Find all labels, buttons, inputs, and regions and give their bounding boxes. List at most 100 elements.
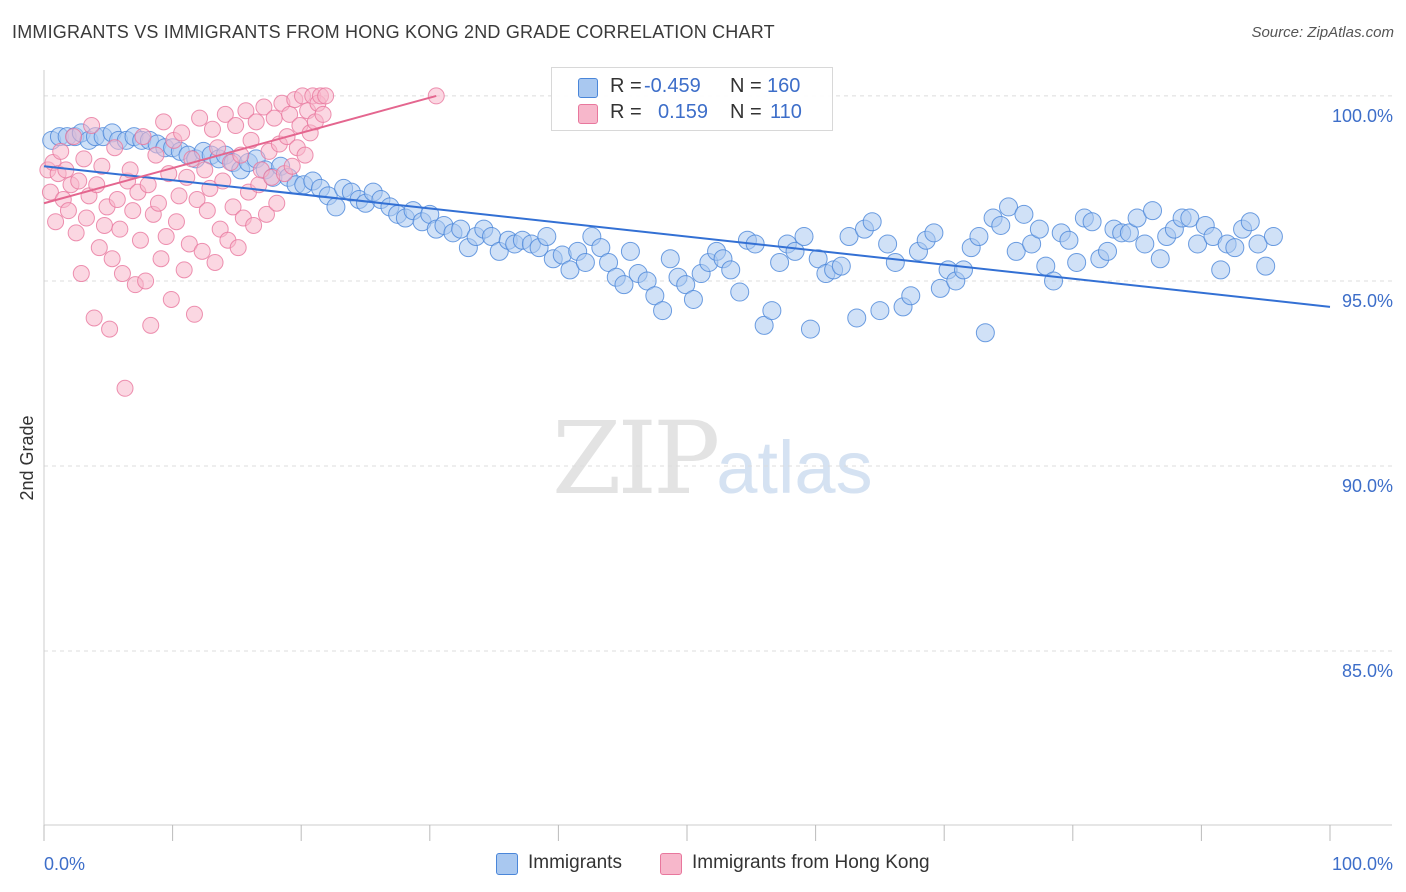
- trendline-immigrants: [43, 165, 1331, 308]
- point-immigrants: [969, 227, 989, 247]
- point-hong-kong: [237, 102, 255, 120]
- point-hong-kong: [183, 150, 201, 168]
- point-immigrants: [1067, 252, 1087, 272]
- point-hong-kong: [173, 124, 191, 142]
- stats-row-immigrants: R = -0.459 N = 160: [552, 75, 832, 101]
- point-immigrants: [800, 319, 820, 339]
- point-immigrants: [953, 260, 973, 280]
- point-hong-kong: [196, 161, 214, 179]
- point-immigrants: [1225, 238, 1245, 258]
- legend-label-immigrants: Immigrants: [528, 852, 622, 873]
- point-immigrants: [575, 252, 595, 272]
- point-immigrants: [901, 286, 921, 306]
- point-immigrants: [794, 227, 814, 247]
- stats-box: R = -0.459 N = 160 R = 0.159 N = 110: [551, 67, 833, 131]
- legend-swatch-immigrants: [496, 853, 518, 875]
- stats-r-value: 0.159: [658, 101, 709, 123]
- y-tick-label: 85.0%: [1342, 661, 1393, 681]
- point-immigrants: [831, 256, 851, 276]
- point-immigrants: [326, 197, 346, 217]
- point-hong-kong: [47, 213, 65, 231]
- point-hong-kong: [216, 105, 234, 123]
- point-hong-kong: [85, 309, 103, 327]
- legend-item-immigrants[interactable]: Immigrants: [496, 851, 656, 877]
- point-immigrants: [637, 271, 657, 291]
- point-immigrants: [878, 234, 898, 254]
- point-hong-kong: [72, 265, 90, 283]
- stats-n-value: 110: [770, 101, 802, 123]
- point-hong-kong: [206, 253, 224, 271]
- point-immigrants: [1119, 223, 1139, 243]
- point-hong-kong: [108, 191, 126, 209]
- watermark-atlas: atlas: [716, 426, 873, 509]
- point-hong-kong: [296, 146, 314, 164]
- point-hong-kong: [242, 131, 260, 149]
- point-hong-kong: [101, 320, 119, 338]
- point-hong-kong: [90, 239, 108, 257]
- point-immigrants: [785, 241, 805, 261]
- point-immigrants: [537, 227, 557, 247]
- stats-r-label: R =: [610, 75, 642, 97]
- point-hong-kong: [147, 146, 165, 164]
- point-hong-kong: [224, 198, 242, 216]
- point-immigrants: [599, 252, 619, 272]
- point-hong-kong: [59, 202, 77, 220]
- point-immigrants: [999, 197, 1018, 217]
- point-immigrants: [1059, 230, 1079, 250]
- point-hong-kong: [191, 109, 209, 127]
- point-immigrants: [614, 275, 634, 295]
- point-hong-kong: [281, 105, 299, 123]
- point-immigrants: [870, 301, 890, 321]
- point-immigrants: [762, 301, 782, 321]
- point-immigrants: [1188, 234, 1208, 254]
- watermark: ZIPatlas: [552, 400, 873, 517]
- point-hong-kong: [314, 105, 332, 123]
- trendline-hong-kong: [43, 94, 437, 205]
- point-immigrants: [1180, 208, 1200, 228]
- stats-n-label: N =: [730, 75, 762, 97]
- watermark-zip: ZIP: [552, 400, 720, 517]
- point-hong-kong: [152, 250, 170, 268]
- point-immigrants: [1240, 212, 1260, 232]
- point-immigrants: [975, 323, 995, 343]
- point-hong-kong: [134, 128, 152, 146]
- point-immigrants: [1135, 234, 1155, 254]
- point-hong-kong: [75, 150, 93, 168]
- point-hong-kong: [180, 235, 198, 253]
- point-hong-kong: [124, 202, 142, 220]
- point-hong-kong: [67, 224, 85, 242]
- point-hong-kong: [142, 316, 160, 334]
- point-hong-kong: [317, 87, 335, 105]
- point-hong-kong: [83, 117, 101, 135]
- point-immigrants: [1006, 241, 1026, 261]
- legend-item-hong-kong[interactable]: Immigrants from Hong Kong: [660, 851, 960, 877]
- point-immigrants: [1098, 241, 1118, 261]
- point-immigrants: [1082, 212, 1102, 232]
- chart-title: IMMIGRANTS VS IMMIGRANTS FROM HONG KONG …: [12, 22, 775, 42]
- point-hong-kong: [188, 191, 206, 209]
- stats-n-label: N =: [730, 101, 762, 123]
- point-hong-kong: [137, 272, 155, 290]
- point-hong-kong: [95, 216, 113, 234]
- point-immigrants: [1150, 249, 1170, 269]
- point-hong-kong: [255, 98, 273, 116]
- point-hong-kong: [93, 157, 111, 175]
- point-hong-kong: [268, 194, 286, 212]
- point-hong-kong: [65, 128, 83, 146]
- point-hong-kong: [157, 228, 175, 246]
- point-immigrants: [930, 278, 950, 298]
- source-credit: Source: ZipAtlas.com: [1251, 24, 1394, 41]
- point-hong-kong: [106, 139, 124, 157]
- point-immigrants: [683, 289, 703, 309]
- point-hong-kong: [121, 161, 139, 179]
- y-tick-label: 90.0%: [1342, 476, 1393, 496]
- stats-swatch-hong-kong: [578, 104, 598, 124]
- point-hong-kong: [265, 109, 283, 127]
- point-hong-kong: [162, 290, 180, 308]
- point-immigrants: [1127, 208, 1147, 228]
- point-immigrants: [676, 275, 696, 295]
- point-hong-kong: [283, 157, 301, 175]
- point-hong-kong: [227, 117, 245, 135]
- x-tick-label: 0.0%: [44, 854, 85, 874]
